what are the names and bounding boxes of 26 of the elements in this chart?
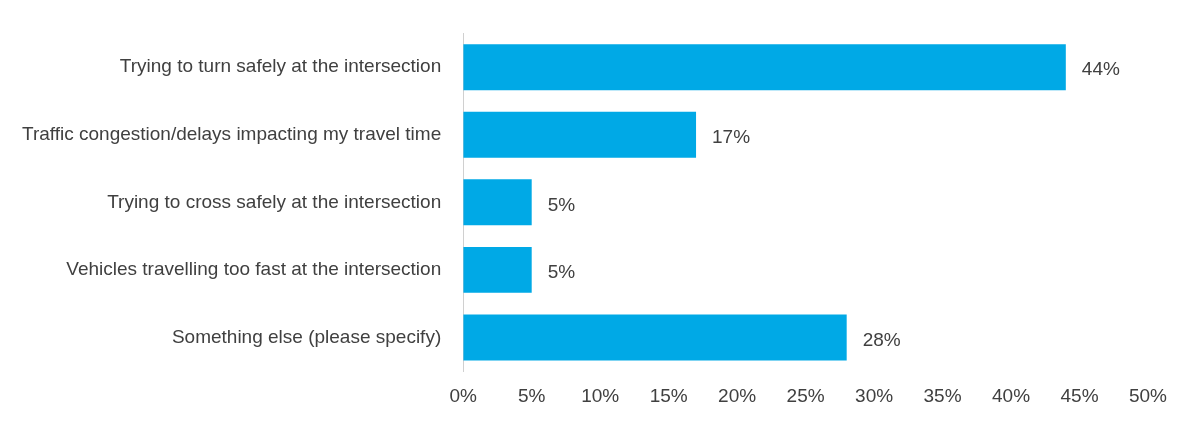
x-tick-label: 20% — [718, 384, 757, 406]
y-tick-label: Trying to cross safely at the intersection — [107, 190, 442, 212]
data-label: 28% — [862, 328, 901, 350]
y-tick-label: Something else (please specify) — [171, 325, 442, 347]
x-tick-label: 25% — [786, 384, 825, 406]
data-label: 17% — [712, 125, 751, 147]
x-tick-label: 50% — [1128, 384, 1168, 406]
bar — [463, 179, 532, 226]
y-tick-label: Traffic congestion/delays impacting my travel time — [21, 122, 442, 144]
x-tick-label: 30% — [855, 384, 894, 406]
x-tick-label: 0% — [449, 384, 478, 406]
bar — [463, 44, 1066, 91]
bar — [463, 111, 697, 158]
bar — [463, 246, 532, 293]
y-tick-label: Trying to turn safely at the intersection — [119, 55, 442, 77]
data-label: 5% — [547, 261, 576, 283]
x-tick-label: 10% — [581, 384, 620, 406]
bar — [463, 314, 847, 361]
y-tick-label: Vehicles travelling too fast at the intersection — [66, 258, 442, 280]
x-tick-label: 40% — [992, 384, 1031, 406]
data-label: 5% — [547, 193, 576, 215]
x-tick-label: 35% — [923, 384, 962, 406]
x-tick-label: 15% — [649, 384, 688, 406]
data-label: 44% — [1081, 58, 1120, 80]
x-tick-label: 5% — [517, 384, 546, 406]
x-tick-label: 45% — [1060, 384, 1099, 406]
